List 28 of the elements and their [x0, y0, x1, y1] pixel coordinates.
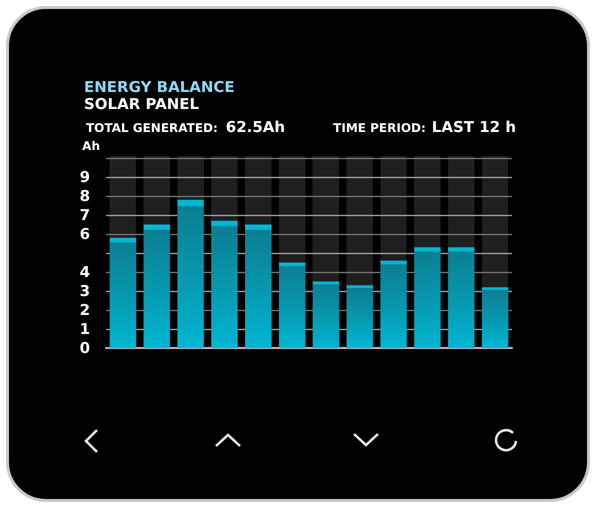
bar — [414, 247, 441, 348]
text: TIME PERIOD: — [333, 121, 426, 135]
y-tick-label: 2 — [80, 301, 90, 319]
y-axis-title: Ah — [82, 139, 100, 153]
bar — [380, 260, 407, 348]
chart-subtitle: SOLAR PANEL — [84, 95, 200, 113]
bar — [312, 282, 340, 348]
y-tick-label: 1 — [80, 320, 90, 338]
y-tick-label: 7 — [80, 206, 90, 224]
text: LAST 12 h — [432, 118, 516, 136]
y-tick-label: 8 — [80, 187, 90, 205]
y-tick-label: 6 — [80, 225, 90, 243]
bar — [245, 224, 272, 348]
bar — [346, 285, 373, 348]
bar — [144, 224, 170, 348]
y-tick-label: 4 — [80, 263, 90, 281]
text: TOTAL GENERATED: — [86, 121, 218, 135]
y-tick-label: 0 — [80, 339, 90, 357]
bar — [448, 247, 474, 348]
bar — [482, 287, 508, 348]
y-tick-label: 9 — [80, 168, 90, 186]
y-tick-label: 3 — [80, 282, 90, 300]
bar — [110, 238, 136, 348]
bar — [177, 200, 204, 348]
text: 62.5Ah — [226, 118, 286, 136]
chart-title: ENERGY BALANCE — [84, 78, 235, 96]
bar — [211, 220, 238, 348]
bar — [278, 262, 306, 348]
